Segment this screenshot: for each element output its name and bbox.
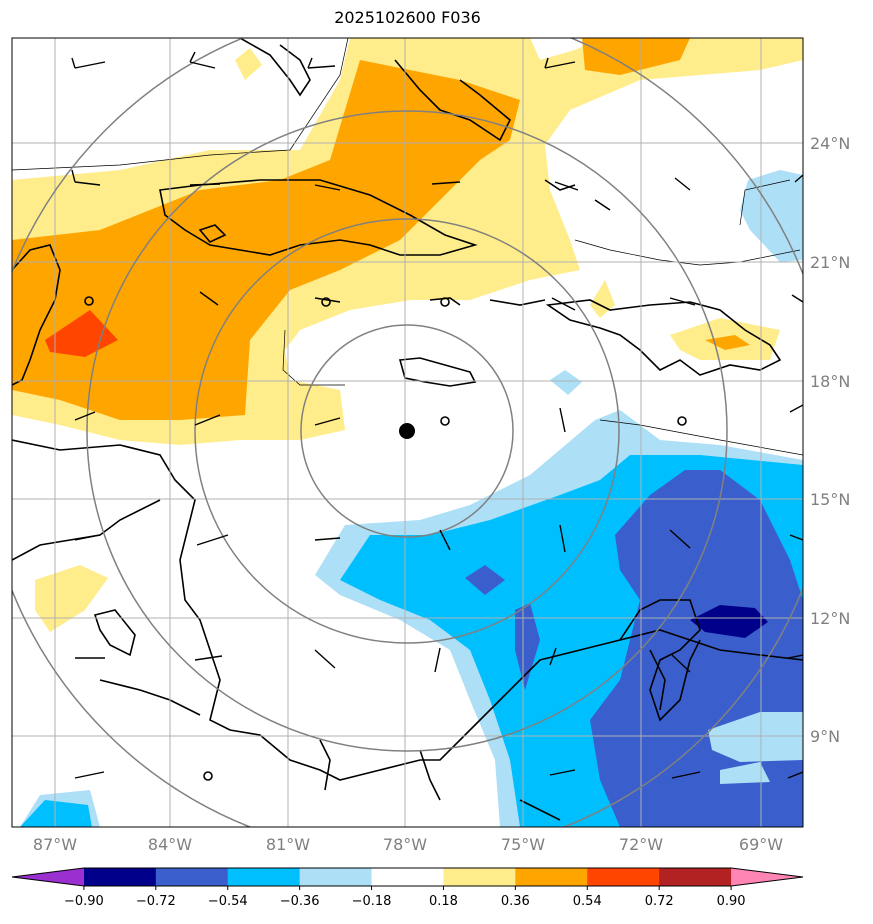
storm-center-marker (399, 423, 415, 439)
colorbar-tick-label: −0.36 (280, 894, 320, 909)
colorbar-segment (659, 868, 732, 886)
map-area (12, 38, 803, 827)
lon-label: 72°W (619, 835, 663, 854)
colorbar-segment (587, 868, 660, 886)
lon-label: 69°W (739, 835, 783, 854)
gridlines (12, 38, 803, 827)
positive-anomaly-strong (45, 310, 118, 357)
lon-label: 78°W (383, 835, 427, 854)
station-markers (84, 296, 687, 781)
colorbar-tick-label: 0.36 (501, 894, 530, 909)
latitude-labels: 24°N 21°N 18°N 15°N 12°N 9°N (810, 134, 850, 746)
longitude-labels: 87°W 84°W 81°W 78°W 75°W 72°W 69°W (33, 835, 783, 854)
colorbar-tick-label: 0.72 (645, 894, 674, 909)
colorbar-tick-label: 0.18 (429, 894, 458, 909)
colorbar-segment (83, 868, 157, 886)
colorbar-tick-label: 0.90 (717, 894, 746, 909)
map-frame (11, 37, 804, 828)
colorbar-segment (12, 868, 84, 886)
colorbar-tick-label: −0.18 (352, 894, 392, 909)
colorbar-segment (731, 868, 803, 886)
colorbar-segment (299, 868, 373, 886)
lat-label: 12°N (810, 609, 850, 628)
lon-label: 81°W (266, 835, 310, 854)
colorbar-tick-label: −0.90 (64, 894, 104, 909)
lat-label: 21°N (810, 253, 850, 272)
colorbar-segment (371, 868, 444, 886)
colorbar-tick-label: −0.54 (208, 894, 248, 909)
colorbar-tick-label: −0.72 (136, 894, 176, 909)
coastlines (12, 38, 803, 821)
colorbar-tick-label: 0.54 (573, 894, 602, 909)
negative-anomaly-very-strong (690, 605, 768, 638)
lat-label: 9°N (810, 727, 840, 746)
map-title: 2025102600 F036 (334, 8, 481, 27)
colorbar-segment (227, 868, 301, 886)
positive-anomaly-light-patch (708, 712, 803, 784)
colorbar-segment (155, 868, 229, 886)
colorbar: −0.90 −0.72 −0.54 −0.36 −0.18 0.18 0.36 0.54 0.7… (11, 867, 804, 909)
wind-barbs (71, 51, 803, 779)
range-rings (12, 38, 803, 827)
lon-label: 75°W (501, 835, 545, 854)
lon-label: 87°W (33, 835, 77, 854)
positive-anomaly-moderate (12, 38, 750, 420)
colorbar-segment (443, 868, 516, 886)
lat-label: 24°N (810, 134, 850, 153)
colorbar-segment (515, 868, 588, 886)
lon-label: 84°W (148, 835, 192, 854)
lat-label: 15°N (810, 490, 850, 509)
lat-label: 18°N (810, 372, 850, 391)
